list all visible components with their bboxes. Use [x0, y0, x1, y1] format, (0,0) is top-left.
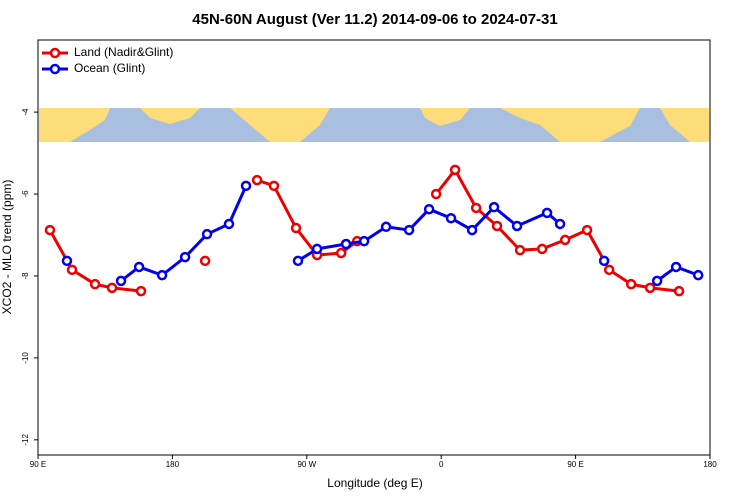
x-axis-label: Longitude (deg E)	[327, 476, 422, 490]
data-point	[199, 255, 211, 267]
data-point	[554, 218, 566, 230]
data-point	[201, 228, 213, 240]
legend-label: Land (Nadir&Glint)	[74, 45, 173, 59]
data-point	[223, 218, 235, 230]
x-tick-label: 180	[703, 460, 717, 469]
data-point	[430, 188, 442, 200]
data-point	[251, 174, 263, 186]
data-point	[488, 201, 500, 213]
data-point	[449, 164, 461, 176]
data-point	[358, 235, 370, 247]
data-point	[115, 275, 127, 287]
data-point	[423, 203, 435, 215]
data-point	[240, 180, 252, 192]
legend-marker	[49, 63, 61, 75]
data-point	[135, 285, 147, 297]
legend-label: Ocean (Glint)	[74, 61, 145, 75]
y-tick-label: -10	[21, 352, 30, 364]
data-point	[673, 285, 685, 297]
x-tick-label: 180	[166, 460, 180, 469]
data-point	[625, 278, 637, 290]
x-tick-label: 90 E	[567, 460, 583, 469]
data-point	[511, 220, 523, 232]
y-tick-label: -4	[21, 108, 30, 116]
data-point	[598, 255, 610, 267]
data-point	[44, 224, 56, 236]
data-point	[541, 207, 553, 219]
data-point	[491, 220, 503, 232]
data-point	[581, 224, 593, 236]
y-tick-label: -8	[21, 272, 30, 280]
data-point	[340, 238, 352, 250]
data-point	[514, 244, 526, 256]
x-tick-label: 90 E	[30, 460, 46, 469]
data-point	[445, 212, 457, 224]
y-tick-label: -6	[21, 190, 30, 198]
data-point	[651, 275, 663, 287]
data-point	[470, 202, 482, 214]
chart-title: 45N-60N August (Ver 11.2) 2014-09-06 to …	[192, 11, 557, 28]
data-point	[536, 243, 548, 255]
data-point	[403, 224, 415, 236]
data-point	[559, 234, 571, 246]
data-point	[292, 255, 304, 267]
data-point	[692, 269, 704, 281]
data-point	[603, 264, 615, 276]
data-point	[311, 243, 323, 255]
y-axis-label: XCO2 - MLO trend (ppm)	[0, 180, 14, 315]
data-point	[156, 269, 168, 281]
data-point	[644, 282, 656, 294]
map-strip	[39, 108, 709, 142]
data-point	[380, 221, 392, 233]
x-tick-label: 0	[439, 460, 444, 469]
data-point	[89, 278, 101, 290]
data-point	[335, 247, 347, 259]
x-tick-label: 90 W	[297, 460, 316, 469]
data-point	[670, 261, 682, 273]
data-point	[290, 222, 302, 234]
data-point	[61, 255, 73, 267]
legend-marker	[49, 47, 61, 59]
data-point	[179, 251, 191, 263]
data-point	[106, 282, 118, 294]
y-tick-label: -12	[21, 434, 30, 446]
plot-frame	[37, 39, 711, 456]
data-point	[268, 180, 280, 192]
data-point	[466, 224, 478, 236]
data-point	[66, 264, 78, 276]
data-point	[133, 261, 145, 273]
